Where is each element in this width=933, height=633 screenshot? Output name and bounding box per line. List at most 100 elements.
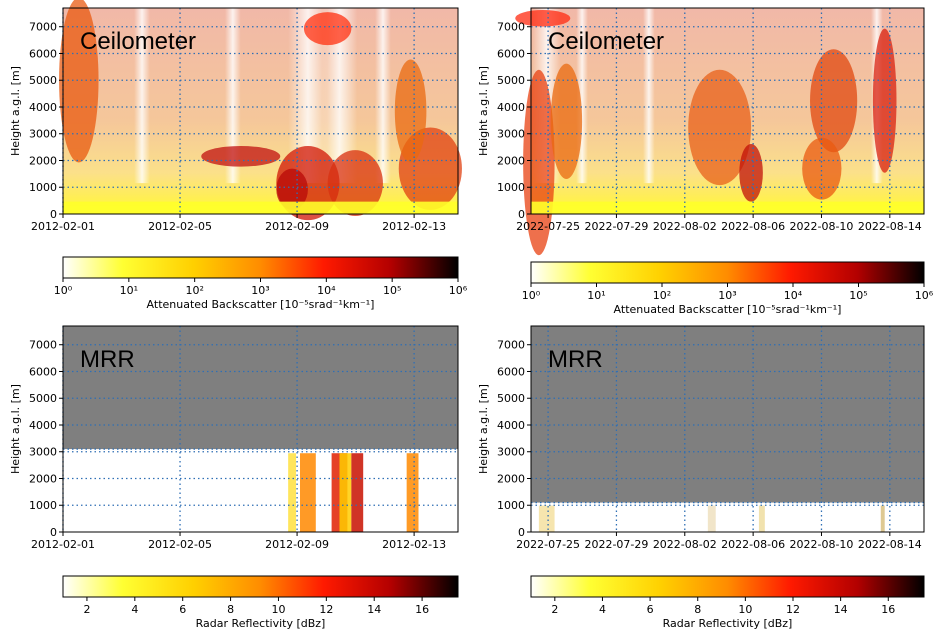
colorbar: 2 4 6 8 10 12 14 16 Radar Reflectivity [dBz] xyxy=(62,575,459,630)
colorbar-tick-label: 6 xyxy=(647,603,654,616)
surface-layer xyxy=(63,201,458,214)
colorbar-tick-label: 10⁰ xyxy=(54,284,73,297)
plot-area xyxy=(59,0,462,221)
y-tick-label: 1000 xyxy=(497,499,525,512)
panel-label: Ceilometer xyxy=(548,28,664,55)
axes-frame xyxy=(62,325,459,533)
y-tick-label: 1000 xyxy=(29,181,57,194)
x-tick-label: 2022-08-06 xyxy=(721,538,785,551)
y-tick-label: 2000 xyxy=(497,154,525,167)
cloud-feature xyxy=(303,12,352,46)
y-tick-label: 2000 xyxy=(29,154,57,167)
colorbar: 10⁰ 10¹ 10² 10³ 10⁴ 10⁵ 10⁶ Attenuated Backscat… xyxy=(54,256,468,311)
y-tick-label: 5000 xyxy=(497,74,525,87)
y-tick-label: 0 xyxy=(50,208,57,221)
colorbar: 10⁰ 10¹ 10² 10³ 10⁴ 10⁵ 10⁶ Attenuated Backscat… xyxy=(522,261,933,316)
y-tick-label: 4000 xyxy=(29,419,57,432)
colorbar-tick-label: 4 xyxy=(131,603,138,616)
axes-frame xyxy=(530,7,925,215)
cloud-feature xyxy=(872,28,897,173)
cloud-feature xyxy=(810,49,858,153)
y-tick-label: 7000 xyxy=(497,21,525,34)
y-tick-label: 3000 xyxy=(497,446,525,459)
y-tick-label: 7000 xyxy=(497,339,525,352)
y-tick-label: 1000 xyxy=(497,181,525,194)
colorbar-tick-label: 10¹ xyxy=(587,289,605,302)
x-tick-label: 2022-07-25 xyxy=(516,538,580,551)
backscatter-field xyxy=(63,8,458,214)
ceilometer-panel-2012: 0 1000 2000 3000 4000 5000 6000 7000 Height a.g.… xyxy=(9,0,468,311)
colorbar-tick-label: 10 xyxy=(271,603,285,616)
signal-column xyxy=(224,8,241,184)
colorbar-label: Radar Reflectivity [dBz] xyxy=(196,617,326,630)
grid xyxy=(531,8,924,214)
colorbar-tick-label: 16 xyxy=(881,603,895,616)
cloud-feature xyxy=(327,150,383,217)
y-tick-label: 0 xyxy=(50,526,57,539)
surface-layer xyxy=(531,201,924,214)
panel-label: Ceilometer xyxy=(80,28,196,55)
y-tick-label: 6000 xyxy=(29,365,57,378)
cloud-feature xyxy=(59,0,99,163)
colorbar-tick-label: 10⁴ xyxy=(784,289,803,302)
x-tick-label: 2012-02-05 xyxy=(148,538,212,551)
mrr-panel-2022: 0 1000 2000 3000 4000 5000 6000 7000 Height a.g.… xyxy=(477,325,925,630)
precip-echo xyxy=(538,505,555,532)
colorbar-tick-label: 14 xyxy=(367,603,381,616)
no-data-region xyxy=(531,326,924,503)
x-tick-label: 2022-07-29 xyxy=(584,538,648,551)
x-tick-label: 2022-08-10 xyxy=(790,538,854,551)
x-tick-label: 2012-02-09 xyxy=(265,538,329,551)
colorbar-tick-label: 10⁵ xyxy=(383,284,401,297)
x-tick-label: 2022-07-25 xyxy=(516,220,580,233)
signal-column xyxy=(643,8,655,184)
colorbar-tick-label: 2 xyxy=(83,603,90,616)
plot-area xyxy=(515,8,924,256)
colorbar-tick-label: 8 xyxy=(227,603,234,616)
colorbar-tick-label: 14 xyxy=(834,603,848,616)
colorbar-tick-label: 10⁵ xyxy=(849,289,867,302)
x-tick-label: 2022-08-14 xyxy=(858,538,922,551)
signal-column xyxy=(576,8,588,184)
x-tick-label: 2012-02-01 xyxy=(31,220,95,233)
colorbar-tick-label: 10³ xyxy=(718,289,736,302)
x-tick-label: 2022-07-29 xyxy=(584,220,648,233)
plot-area xyxy=(63,326,458,532)
plot-area xyxy=(531,326,924,532)
y-tick-label: 7000 xyxy=(29,21,57,34)
no-data-region xyxy=(63,326,458,450)
colorbar-tick-label: 2 xyxy=(551,603,558,616)
y-tick-label: 3000 xyxy=(497,128,525,141)
precip-echo xyxy=(406,453,419,532)
y-tick-label: 0 xyxy=(518,526,525,539)
x-tick-label: 2012-02-13 xyxy=(382,220,446,233)
y-tick-label: 3000 xyxy=(29,128,57,141)
y-axis-label: Height a.g.l. [m] xyxy=(477,66,490,156)
colorbar-tick-label: 16 xyxy=(415,603,429,616)
grid xyxy=(531,326,924,532)
x-tick-label: 2012-02-01 xyxy=(31,538,95,551)
y-tick-label: 4000 xyxy=(497,419,525,432)
y-tick-label: 4000 xyxy=(497,101,525,114)
precip-echo xyxy=(758,505,765,532)
panel-label: MRR xyxy=(548,346,603,373)
x-tick-label: 2022-08-02 xyxy=(653,538,717,551)
colorbar-label: Attenuated Backscatter [10⁻⁵srad⁻¹km⁻¹] xyxy=(614,303,842,316)
mrr-panel-2012: 0 1000 2000 3000 4000 5000 6000 7000 Height a.g.… xyxy=(9,325,459,630)
colorbar-tick-label: 12 xyxy=(786,603,800,616)
precip-echo xyxy=(339,453,352,532)
cloud-feature xyxy=(802,137,842,200)
colorbar-tick-label: 10⁶ xyxy=(449,284,468,297)
colorbar: 2 4 6 8 10 12 14 16 Radar Reflectivity [dBz] xyxy=(530,575,925,630)
colorbar-tick-label: 8 xyxy=(694,603,701,616)
cloud-feature xyxy=(688,69,752,186)
colorbar-gradient xyxy=(530,261,925,284)
precip-echo xyxy=(707,505,716,532)
x-tick-label: 2022-08-06 xyxy=(721,220,785,233)
precip-echo xyxy=(288,453,297,532)
y-tick-label: 4000 xyxy=(29,101,57,114)
signal-column xyxy=(134,8,150,184)
cloud-feature xyxy=(394,59,427,163)
colorbar-tick-label: 10¹ xyxy=(120,284,138,297)
x-tick-label: 2012-02-13 xyxy=(382,538,446,551)
